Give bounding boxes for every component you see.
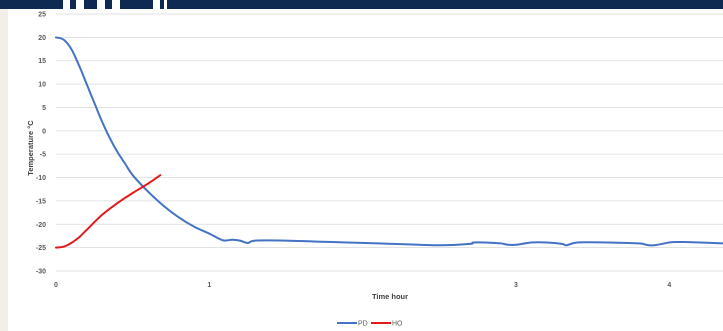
y-tick-label: -25 xyxy=(36,245,46,252)
y-tick-label: 15 xyxy=(38,58,46,65)
x-tick-label: 1 xyxy=(207,282,211,289)
x-tick-label: 4 xyxy=(667,282,671,289)
y-tick-label: 20 xyxy=(38,35,46,42)
title-fragment xyxy=(112,0,120,9)
y-tick-label: 0 xyxy=(42,128,46,135)
gridlines xyxy=(56,13,723,272)
series-layer xyxy=(55,36,723,249)
y-tick-label: -15 xyxy=(36,198,46,205)
x-axis-ticks: 0 1 3 4 xyxy=(54,282,671,289)
x-tick-label: 0 xyxy=(54,282,58,289)
y-tick-label: -30 xyxy=(36,269,46,276)
title-fragment xyxy=(76,0,84,9)
chart-panel xyxy=(8,9,723,331)
legend-label-ho: HO xyxy=(392,321,403,328)
y-tick-label: -5 xyxy=(40,152,46,159)
x-tick-label: 3 xyxy=(514,282,518,289)
y-tick-label: -20 xyxy=(36,222,46,229)
y-tick-label: -10 xyxy=(36,175,46,182)
y-axis-title: Temperature °C xyxy=(26,120,35,176)
series-line-ho xyxy=(55,174,162,249)
y-axis-ticks: 25 20 15 10 5 0 -5 -10 -15 -20 -25 -30 xyxy=(36,12,46,276)
y-tick-label: 25 xyxy=(38,12,46,19)
legend-label-pd: PD xyxy=(358,321,368,328)
title-bar xyxy=(0,0,723,9)
title-fragment xyxy=(164,0,167,9)
title-fragment xyxy=(153,0,160,9)
y-tick-label: 5 xyxy=(42,105,46,112)
legend: PD HO xyxy=(337,321,403,328)
title-fragment xyxy=(63,0,70,9)
series-line-pd xyxy=(55,36,723,247)
title-fragment xyxy=(97,0,105,9)
x-axis-title: Time hour xyxy=(372,292,408,301)
y-tick-label: 10 xyxy=(38,82,46,89)
